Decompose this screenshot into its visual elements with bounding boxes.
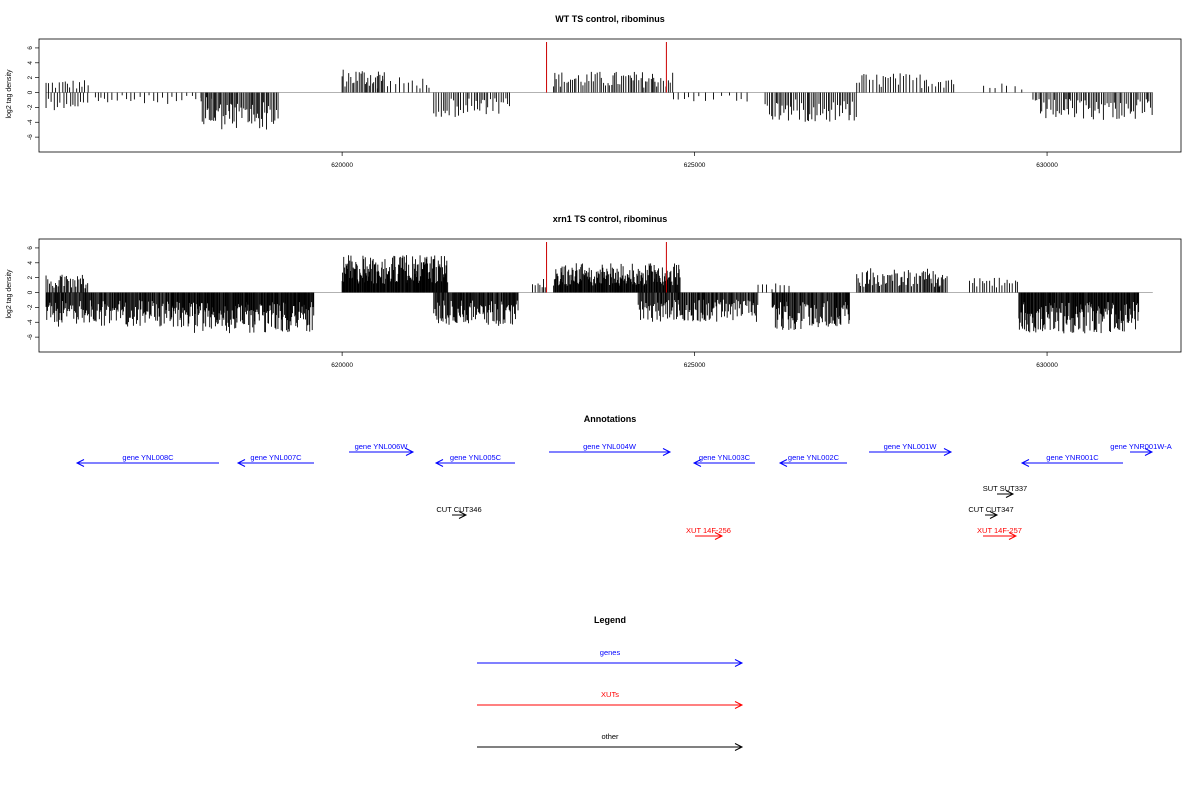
- xrn1-track-axes: -6 -4 -2 0 2 4 6 620000 625000 630000: [27, 246, 1058, 369]
- xrn1-track-ylabel: log2 tag density: [6, 269, 13, 319]
- legend-label: other: [601, 732, 619, 741]
- annotation-feature: gene YNL007C: [236, 453, 314, 467]
- wt-track-title: WT TS control, ribominus: [555, 14, 665, 24]
- feature-arrow-head: [236, 459, 246, 467]
- feature-arrow-head: [662, 448, 672, 456]
- feature-arrow-head: [1144, 448, 1154, 456]
- wt-x-tick-label: 625000: [684, 162, 706, 169]
- xrn1-y-tick-label: -4: [27, 319, 34, 325]
- feature-arrow-head: [434, 459, 444, 467]
- feature-arrow-head: [75, 459, 85, 467]
- feature-label: gene YNL007C: [250, 453, 302, 462]
- feature-arrow-head: [1020, 459, 1030, 467]
- feature-arrow-head: [458, 511, 468, 519]
- feature-label: gene YNL002C: [788, 453, 840, 462]
- wt-y-tick-label: -2: [27, 104, 34, 110]
- feature-label: gene YNL006W: [355, 442, 409, 451]
- annotation-feature: gene YNR001W-A: [1110, 442, 1172, 456]
- legend-item: genes: [477, 648, 744, 667]
- xrn1-y-tick-label: 6: [27, 246, 34, 250]
- annotations-title: Annotations: [584, 414, 637, 424]
- legend-label: XUTs: [601, 690, 619, 699]
- xrn1-x-tick-label: 620000: [331, 362, 353, 369]
- wt-x-tick-label: 630000: [1036, 162, 1058, 169]
- feature-label: gene YNL003C: [699, 453, 751, 462]
- wt-y-tick-label: 4: [27, 61, 34, 65]
- wt-track-ylabel: log2 tag density: [6, 69, 13, 119]
- feature-arrow-head: [989, 511, 999, 519]
- wt-y-tick-label: 0: [27, 90, 34, 94]
- feature-arrow-head: [714, 532, 724, 540]
- annotations-panel: Annotations gene YNL008C gene YNL007Cgene…: [75, 414, 1172, 540]
- xrn1-y-tick-label: 4: [27, 261, 34, 265]
- annotation-feature: CUT CUT346: [436, 505, 482, 519]
- legend-arrow-head: [734, 701, 744, 709]
- wt-y-tick-label: -4: [27, 119, 34, 125]
- feature-arrow-head: [1008, 532, 1018, 540]
- feature-label: gene YNL005C: [450, 453, 502, 462]
- xrn1-track-bars: [45, 242, 1153, 334]
- wt-x-tick-label: 620000: [331, 162, 353, 169]
- annotation-feature: gene YNL005C: [434, 453, 515, 467]
- feature-label: gene YNR001W-A: [1110, 442, 1171, 451]
- feature-label: XUT 14F-257: [977, 526, 1022, 535]
- feature-arrow-head: [943, 448, 953, 456]
- xrn1-x-tick-label: 630000: [1036, 362, 1058, 369]
- feature-label: XUT 14F-256: [686, 526, 731, 535]
- feature-arrow-head: [692, 459, 702, 467]
- annotation-feature: XUT 14F-257: [977, 526, 1022, 540]
- feature-label: CUT CUT347: [968, 505, 1013, 514]
- feature-arrow-head: [1005, 490, 1015, 498]
- legend-arrow-head: [734, 743, 744, 751]
- feature-label: gene YNL001W: [884, 442, 938, 451]
- feature-arrow-head: [405, 448, 415, 456]
- legend-label: genes: [600, 648, 621, 657]
- wt-y-tick-label: -6: [27, 134, 34, 140]
- wt-y-tick-label: 2: [27, 75, 34, 79]
- wt-track-axes: -6 -4 -2 0 2 4 6 620000 625000 630000: [27, 46, 1058, 169]
- xrn1-track-panel: xrn1 TS control, ribominus log2 tag dens…: [6, 214, 1182, 369]
- annotation-feature: gene YNL004W: [549, 442, 672, 456]
- annotation-feature: gene YNL003C: [692, 453, 755, 467]
- feature-arrow-head: [778, 459, 788, 467]
- feature-label: CUT CUT346: [436, 505, 481, 514]
- annotation-feature: gene YNL001W: [869, 442, 953, 456]
- wt-track-panel: WT TS control, ribominus log2 tag densit…: [6, 14, 1182, 169]
- annotation-feature: gene YNL002C: [778, 453, 847, 467]
- xrn1-x-tick-label: 625000: [684, 362, 706, 369]
- annotation-feature: gene YNR001C: [1020, 453, 1123, 467]
- legend-panel: Legend genes XUTs other: [477, 615, 744, 751]
- xrn1-y-tick-label: -6: [27, 334, 34, 340]
- xrn1-track-frame: [38, 238, 1182, 353]
- annotation-feature: XUT 14F-256: [686, 526, 731, 540]
- feature-label: gene YNL004W: [583, 442, 637, 451]
- xrn1-y-tick-label: 0: [27, 290, 34, 294]
- annotation-feature: SUT SUT337: [983, 484, 1027, 498]
- annotation-feature: gene YNL008C: [75, 453, 219, 467]
- wt-track-bars: [45, 42, 1153, 130]
- wt-y-tick-label: 6: [27, 46, 34, 50]
- xrn1-y-tick-label: 2: [27, 275, 34, 279]
- wt-track-frame: [38, 38, 1182, 153]
- legend-item: XUTs: [477, 690, 744, 709]
- feature-label: SUT SUT337: [983, 484, 1027, 493]
- annotation-features: gene YNL008C gene YNL007C gene YNL006W gene…: [75, 442, 1172, 540]
- legend-title: Legend: [594, 615, 626, 625]
- legend-arrow-head: [734, 659, 744, 667]
- annotation-feature: CUT CUT347: [968, 505, 1014, 519]
- legend-item: other: [477, 732, 744, 751]
- feature-label: gene YNR001C: [1046, 453, 1099, 462]
- annotation-feature: gene YNL006W: [349, 442, 415, 456]
- feature-label: gene YNL008C: [122, 453, 174, 462]
- xrn1-track-title: xrn1 TS control, ribominus: [553, 214, 668, 224]
- legend-items: genes XUTs other: [477, 648, 744, 751]
- xrn1-y-tick-label: -2: [27, 304, 34, 310]
